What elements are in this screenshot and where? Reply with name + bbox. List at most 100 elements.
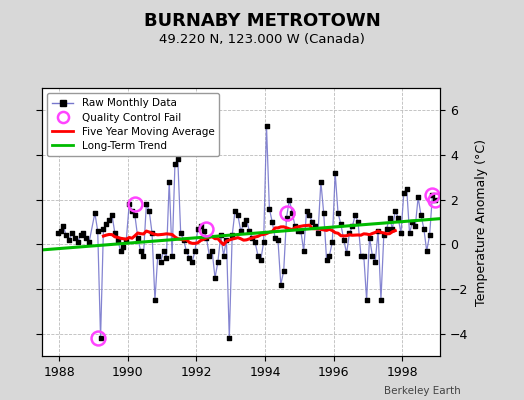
Point	[342, 250, 351, 256]
Point	[254, 252, 262, 259]
Point	[274, 237, 282, 243]
Point	[271, 234, 279, 241]
Point	[379, 232, 388, 238]
Point	[154, 252, 162, 259]
Point	[71, 234, 79, 241]
Point	[222, 237, 231, 243]
Point	[148, 230, 156, 236]
Point	[251, 239, 259, 245]
Point	[377, 297, 385, 303]
Point	[62, 232, 70, 238]
Point	[179, 237, 188, 243]
Point	[314, 230, 322, 236]
Point	[248, 234, 256, 241]
Point	[168, 252, 176, 259]
Point	[388, 226, 397, 232]
Point	[305, 212, 314, 218]
Point	[162, 254, 171, 261]
Point	[159, 248, 168, 254]
Point	[216, 232, 225, 238]
Point	[96, 335, 105, 341]
Point	[265, 206, 274, 212]
Point	[348, 223, 356, 230]
Point	[196, 223, 205, 230]
Point	[151, 297, 159, 303]
Text: 49.220 N, 123.000 W (Canada): 49.220 N, 123.000 W (Canada)	[159, 33, 365, 46]
Point	[102, 221, 111, 228]
Point	[242, 216, 250, 223]
Point	[188, 259, 196, 266]
Point	[108, 212, 116, 218]
Point	[259, 239, 268, 245]
Point	[245, 228, 254, 234]
Point	[82, 234, 91, 241]
Point	[425, 232, 434, 238]
Point	[116, 248, 125, 254]
Point	[157, 259, 165, 266]
Point	[394, 214, 402, 221]
Point	[257, 257, 265, 263]
Point	[331, 170, 340, 176]
Point	[263, 123, 271, 129]
Point	[173, 156, 182, 163]
Point	[191, 248, 199, 254]
Point	[93, 228, 102, 234]
Point	[122, 237, 130, 243]
Point	[99, 226, 107, 232]
Point	[125, 201, 134, 207]
Point	[225, 335, 234, 341]
Point	[391, 208, 399, 214]
Text: Berkeley Earth: Berkeley Earth	[385, 386, 461, 396]
Point	[297, 228, 305, 234]
Point	[354, 219, 362, 225]
Point	[202, 234, 211, 241]
Point	[411, 223, 420, 230]
Point	[285, 196, 293, 203]
Point	[231, 208, 239, 214]
Point	[228, 232, 236, 238]
Point	[91, 210, 99, 216]
Point	[136, 248, 145, 254]
Point	[363, 297, 371, 303]
Point	[268, 219, 276, 225]
Point	[185, 254, 193, 261]
Point	[119, 243, 128, 250]
Point	[420, 226, 428, 232]
Point	[194, 226, 202, 232]
Point	[320, 210, 328, 216]
Point	[397, 230, 405, 236]
Point	[77, 232, 85, 238]
Point	[357, 252, 365, 259]
Point	[402, 185, 411, 192]
Point	[208, 248, 216, 254]
Point	[65, 237, 73, 243]
Point	[302, 208, 311, 214]
Point	[111, 230, 119, 236]
Point	[145, 208, 154, 214]
Point	[422, 248, 431, 254]
Point	[220, 252, 228, 259]
Point	[385, 214, 394, 221]
Point	[371, 259, 379, 266]
Point	[59, 223, 68, 230]
Point	[277, 281, 285, 288]
Point	[182, 248, 191, 254]
Point	[234, 212, 242, 218]
Text: BURNABY METROTOWN: BURNABY METROTOWN	[144, 12, 380, 30]
Point	[279, 268, 288, 274]
Point	[308, 219, 316, 225]
Point	[171, 161, 179, 167]
Point	[365, 234, 374, 241]
Point	[383, 226, 391, 232]
Point	[400, 190, 408, 196]
Point	[328, 239, 336, 245]
Point	[165, 178, 173, 185]
Point	[134, 234, 142, 241]
Point	[282, 214, 291, 221]
Point	[114, 237, 122, 243]
Point	[236, 228, 245, 234]
Point	[73, 239, 82, 245]
Point	[105, 216, 113, 223]
Point	[85, 239, 93, 245]
Point	[374, 228, 383, 234]
